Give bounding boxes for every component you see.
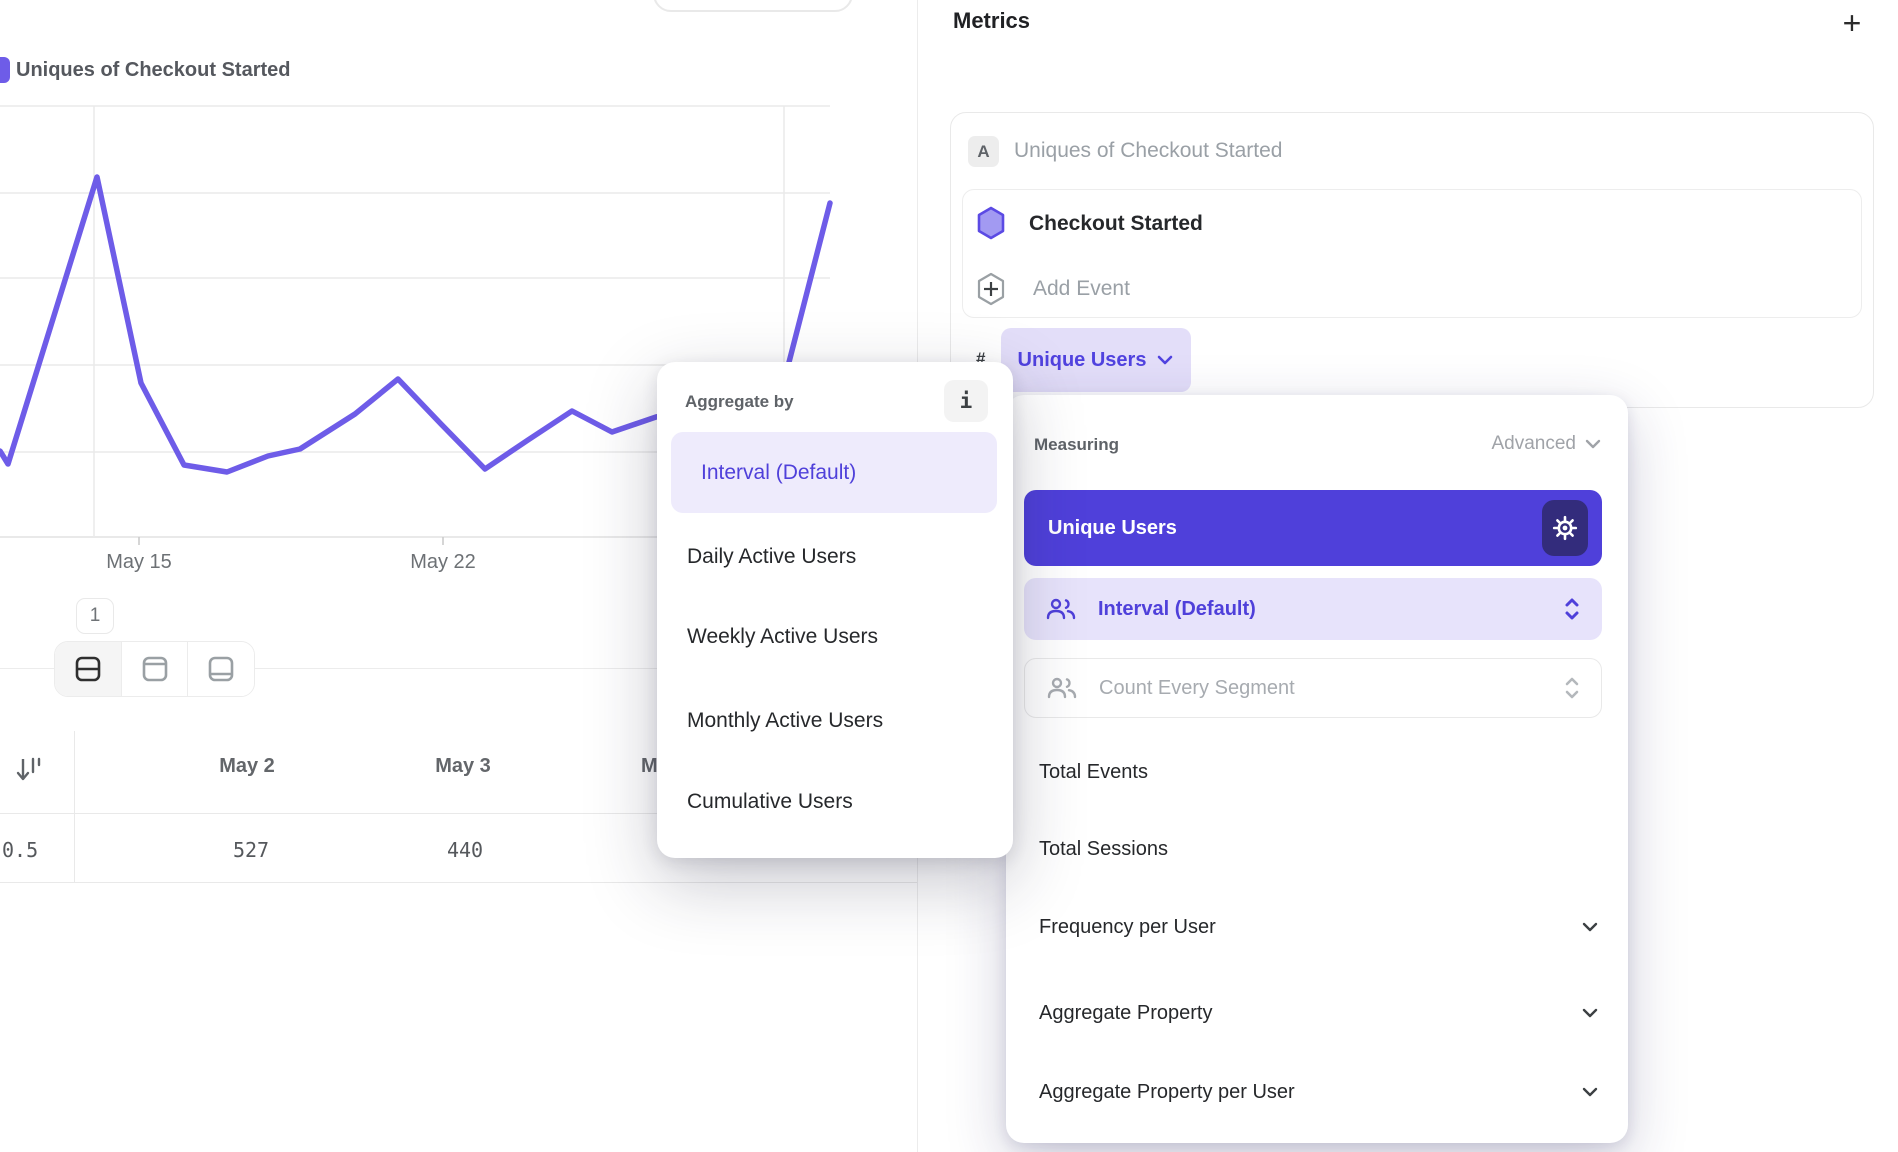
table-header-may-2[interactable]: May 2	[219, 755, 275, 777]
unfold-icon	[1565, 677, 1579, 699]
page-number-badge[interactable]: 1	[76, 598, 114, 634]
metric-name[interactable]: Uniques of Checkout Started	[1014, 139, 1283, 162]
hash-symbol: #	[976, 349, 986, 368]
add-metric-button[interactable]: +	[1842, 4, 1862, 41]
x-tick-may-22: May 22	[410, 551, 476, 573]
table-cell-clipped: 0.5	[2, 838, 39, 862]
x-tick-may-15: May 15	[106, 551, 172, 573]
option-label: Total Sessions	[1039, 837, 1168, 860]
unfold-icon	[1565, 598, 1579, 620]
aggregate-option-interval[interactable]: Interval (Default)	[671, 432, 997, 513]
table-header-clipped[interactable]: M	[641, 755, 658, 777]
measuring-option-aggregate-property-per-user[interactable]: Aggregate Property per User	[1039, 1077, 1599, 1107]
unique-users-pill-label: Unique Users	[1017, 348, 1147, 371]
measuring-interval-row[interactable]: Interval (Default)	[1024, 578, 1602, 640]
add-event-icon[interactable]	[975, 272, 1007, 306]
table-header-may-3[interactable]: May 3	[435, 755, 491, 777]
panel-bottom-icon	[208, 656, 234, 682]
layout-top-button[interactable]	[121, 642, 189, 696]
option-label: Frequency per User	[1039, 915, 1216, 938]
clipped-toolbar-button[interactable]	[653, 0, 853, 12]
measuring-mode-label: Advanced	[1491, 433, 1576, 454]
measuring-mode-toggle[interactable]: Advanced	[1491, 433, 1602, 455]
aggregate-by-popup: Aggregate by i Interval (Default) Daily …	[657, 362, 1013, 858]
add-event-label[interactable]: Add Event	[1033, 277, 1130, 300]
layout-bottom-button[interactable]	[188, 642, 254, 696]
section-divider	[0, 668, 917, 669]
measuring-option-unique-users[interactable]: Unique Users	[1024, 490, 1602, 566]
table-row-border	[0, 882, 917, 883]
measuring-selected-label: Unique Users	[1048, 516, 1177, 539]
sort-button[interactable]	[12, 752, 46, 786]
option-label: Weekly Active Users	[687, 625, 878, 648]
option-label: Daily Active Users	[687, 545, 857, 568]
line-chart	[0, 105, 833, 545]
measuring-option-aggregate-property[interactable]: Aggregate Property	[1039, 998, 1599, 1028]
chevron-down-icon	[1585, 439, 1601, 449]
aggregate-by-title: Aggregate by	[685, 392, 794, 411]
users-icon	[1047, 677, 1077, 699]
layout-split-button[interactable]	[55, 642, 122, 696]
legend-swatch	[0, 57, 10, 83]
info-button[interactable]: i	[944, 380, 988, 422]
chevron-down-icon	[1582, 1008, 1598, 1018]
sort-icon	[16, 757, 41, 781]
option-label: Cumulative Users	[687, 790, 853, 813]
table-column-divider	[74, 731, 75, 882]
option-label: Monthly Active Users	[687, 709, 884, 732]
unique-users-pill[interactable]: Unique Users	[1001, 328, 1191, 392]
option-label: Interval (Default)	[701, 460, 857, 484]
measure-settings-button[interactable]	[1542, 500, 1588, 556]
measuring-option-total-sessions[interactable]: Total Sessions	[1039, 834, 1599, 864]
aggregate-option-daily-active-users[interactable]: Daily Active Users	[687, 542, 987, 572]
split-horizontal-icon	[75, 656, 101, 682]
gear-icon	[1552, 515, 1578, 541]
measuring-title: Measuring	[1034, 435, 1120, 454]
users-icon	[1046, 598, 1076, 620]
event-hexagon-icon	[977, 206, 1005, 240]
measuring-option-total-events[interactable]: Total Events	[1039, 757, 1599, 787]
measuring-interval-label: Interval (Default)	[1098, 597, 1256, 620]
chevron-down-icon	[1582, 1087, 1598, 1097]
chart-legend: Uniques of Checkout Started	[0, 56, 290, 84]
legend-label: Uniques of Checkout Started	[16, 58, 291, 81]
table-cell-may-2: 527	[232, 838, 270, 862]
option-label: Total Events	[1039, 760, 1148, 783]
measuring-segment-row[interactable]: Count Every Segment	[1024, 658, 1602, 718]
layout-toggle-group	[54, 641, 255, 697]
measuring-segment-label: Count Every Segment	[1099, 676, 1295, 699]
chevron-down-icon	[1158, 355, 1173, 365]
table-cell-may-3: 440	[446, 838, 484, 862]
measuring-popup: Measuring Advanced Unique Users	[1006, 395, 1628, 1143]
metrics-title: Metrics	[953, 8, 1031, 33]
aggregate-option-weekly-active-users[interactable]: Weekly Active Users	[687, 622, 987, 652]
option-label: Aggregate Property	[1039, 1001, 1213, 1024]
table-header-border	[0, 813, 917, 814]
panel-top-icon	[142, 656, 167, 682]
option-label: Aggregate Property per User	[1039, 1080, 1295, 1103]
measuring-option-frequency-per-user[interactable]: Frequency per User	[1039, 912, 1599, 942]
chevron-down-icon	[1582, 922, 1598, 932]
event-card	[962, 189, 1862, 318]
metric-letter-badge: A	[968, 136, 999, 167]
aggregate-option-monthly-active-users[interactable]: Monthly Active Users	[687, 706, 987, 736]
series-line	[0, 174, 833, 475]
event-name[interactable]: Checkout Started	[1029, 212, 1203, 235]
aggregate-option-cumulative-users[interactable]: Cumulative Users	[687, 787, 987, 817]
